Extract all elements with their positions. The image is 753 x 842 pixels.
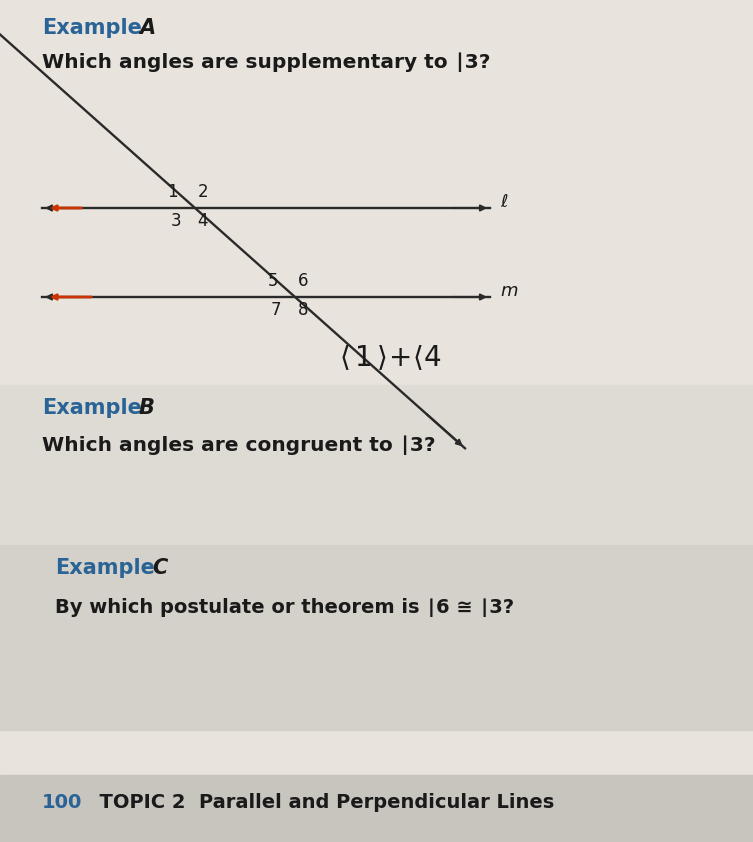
Bar — [0, 775, 753, 842]
Text: A: A — [139, 18, 155, 38]
Text: $\langle\, 1\, \rangle\! +\! \langle 4$: $\langle\, 1\, \rangle\! +\! \langle 4$ — [339, 344, 441, 372]
Text: C: C — [152, 558, 167, 578]
Text: Example: Example — [55, 558, 155, 578]
Text: 5: 5 — [267, 273, 278, 290]
Text: B: B — [139, 398, 155, 418]
Text: 2: 2 — [198, 184, 209, 201]
Text: Which angles are congruent to ∣3?: Which angles are congruent to ∣3? — [42, 435, 435, 455]
Text: $m$: $m$ — [500, 282, 518, 300]
Text: 4: 4 — [198, 212, 209, 230]
Text: 1: 1 — [167, 184, 178, 201]
Text: 8: 8 — [297, 301, 308, 319]
Text: $\ell$: $\ell$ — [500, 193, 508, 211]
Text: TOPIC 2  Parallel and Perpendicular Lines: TOPIC 2 Parallel and Perpendicular Lines — [86, 793, 554, 812]
Text: Which angles are supplementary to ∣3?: Which angles are supplementary to ∣3? — [42, 52, 490, 72]
Text: 100: 100 — [42, 793, 82, 812]
Text: By which postulate or theorem is ∣6 ≅ ∣3?: By which postulate or theorem is ∣6 ≅ ∣3… — [55, 598, 514, 617]
Text: 6: 6 — [297, 273, 308, 290]
Text: Example: Example — [42, 18, 142, 38]
Text: 7: 7 — [270, 301, 281, 319]
Text: Example: Example — [42, 398, 142, 418]
Text: 3: 3 — [170, 212, 181, 230]
Bar — [0, 545, 753, 730]
Bar — [0, 385, 753, 545]
